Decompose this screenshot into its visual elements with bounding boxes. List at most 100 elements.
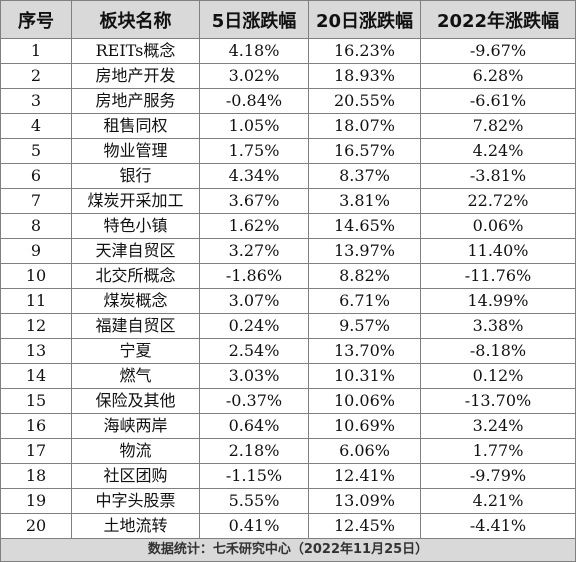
table-row: 8 特色小镇 1.62% 14.65% 0.06%: [0, 213, 576, 239]
cell-20day-change: 8.37%: [308, 163, 421, 189]
cell-5day-change: 3.27%: [199, 238, 309, 264]
table-row: 16 海峡两岸 0.64% 10.69% 3.24%: [0, 413, 576, 439]
cell-2022-change: 4.21%: [420, 488, 576, 514]
header-2022-change: 2022年涨跌幅: [420, 0, 576, 39]
cell-20day-change: 16.57%: [308, 138, 421, 164]
cell-5day-change: 5.55%: [199, 488, 309, 514]
cell-2022-change: -6.61%: [420, 88, 576, 114]
table-row: 3 房地产服务 -0.84% 20.55% -6.61%: [0, 88, 576, 114]
cell-2022-change: -9.79%: [420, 463, 576, 489]
cell-20day-change: 10.06%: [308, 388, 421, 414]
cell-20day-change: 13.70%: [308, 338, 421, 364]
cell-index: 17: [0, 438, 72, 464]
cell-5day-change: 0.41%: [199, 513, 309, 539]
cell-20day-change: 6.06%: [308, 438, 421, 464]
header-sector-name: 板块名称: [71, 0, 200, 39]
cell-20day-change: 9.57%: [308, 313, 421, 339]
cell-sector-name: 银行: [71, 163, 200, 189]
cell-5day-change: 3.02%: [199, 63, 309, 89]
cell-5day-change: 3.03%: [199, 363, 309, 389]
cell-sector-name: 煤炭概念: [71, 288, 200, 314]
header-index: 序号: [0, 0, 72, 39]
header-20day-change: 20日涨跌幅: [308, 0, 421, 39]
cell-5day-change: 0.64%: [199, 413, 309, 439]
cell-5day-change: 1.05%: [199, 113, 309, 139]
cell-2022-change: 22.72%: [420, 188, 576, 214]
cell-5day-change: -1.15%: [199, 463, 309, 489]
cell-sector-name: 房地产开发: [71, 63, 200, 89]
cell-index: 18: [0, 463, 72, 489]
header-5day-change: 5日涨跌幅: [199, 0, 309, 39]
cell-5day-change: 3.07%: [199, 288, 309, 314]
cell-5day-change: 3.67%: [199, 188, 309, 214]
cell-index: 6: [0, 163, 72, 189]
table-row: 14 燃气 3.03% 10.31% 0.12%: [0, 363, 576, 389]
cell-sector-name: 福建自贸区: [71, 313, 200, 339]
cell-20day-change: 13.09%: [308, 488, 421, 514]
table-row: 5 物业管理 1.75% 16.57% 4.24%: [0, 138, 576, 164]
cell-index: 19: [0, 488, 72, 514]
cell-index: 5: [0, 138, 72, 164]
cell-index: 3: [0, 88, 72, 114]
table-row: 10 北交所概念 -1.86% 8.82% -11.76%: [0, 263, 576, 289]
table-row: 6 银行 4.34% 8.37% -3.81%: [0, 163, 576, 189]
cell-20day-change: 12.41%: [308, 463, 421, 489]
cell-20day-change: 13.97%: [308, 238, 421, 264]
cell-20day-change: 6.71%: [308, 288, 421, 314]
cell-5day-change: 1.75%: [199, 138, 309, 164]
cell-5day-change: -0.84%: [199, 88, 309, 114]
cell-sector-name: 海峡两岸: [71, 413, 200, 439]
cell-index: 1: [0, 38, 72, 64]
cell-5day-change: 2.18%: [199, 438, 309, 464]
cell-5day-change: 4.18%: [199, 38, 309, 64]
cell-20day-change: 10.31%: [308, 363, 421, 389]
cell-sector-name: REITs概念: [71, 38, 200, 64]
cell-20day-change: 16.23%: [308, 38, 421, 64]
cell-2022-change: 4.24%: [420, 138, 576, 164]
cell-20day-change: 10.69%: [308, 413, 421, 439]
cell-2022-change: 14.99%: [420, 288, 576, 314]
cell-2022-change: 7.82%: [420, 113, 576, 139]
cell-sector-name: 土地流转: [71, 513, 200, 539]
cell-2022-change: -8.18%: [420, 338, 576, 364]
cell-5day-change: -0.37%: [199, 388, 309, 414]
cell-2022-change: 3.38%: [420, 313, 576, 339]
cell-5day-change: 2.54%: [199, 338, 309, 364]
cell-sector-name: 燃气: [71, 363, 200, 389]
cell-20day-change: 20.55%: [308, 88, 421, 114]
cell-index: 8: [0, 213, 72, 239]
table-row: 18 社区团购 -1.15% 12.41% -9.79%: [0, 463, 576, 489]
cell-sector-name: 物流: [71, 438, 200, 464]
cell-index: 7: [0, 188, 72, 214]
cell-2022-change: -3.81%: [420, 163, 576, 189]
cell-5day-change: 1.62%: [199, 213, 309, 239]
cell-2022-change: 1.77%: [420, 438, 576, 464]
cell-sector-name: 保险及其他: [71, 388, 200, 414]
cell-index: 15: [0, 388, 72, 414]
cell-20day-change: 8.82%: [308, 263, 421, 289]
cell-index: 20: [0, 513, 72, 539]
cell-20day-change: 14.65%: [308, 213, 421, 239]
table-row: 11 煤炭概念 3.07% 6.71% 14.99%: [0, 288, 576, 314]
cell-index: 10: [0, 263, 72, 289]
cell-sector-name: 中字头股票: [71, 488, 200, 514]
cell-index: 2: [0, 63, 72, 89]
footer-row: 数据统计：七禾研究中心（2022年11月25日）: [0, 538, 576, 562]
cell-sector-name: 物业管理: [71, 138, 200, 164]
table-row: 7 煤炭开采加工 3.67% 3.81% 22.72%: [0, 188, 576, 214]
table-row: 17 物流 2.18% 6.06% 1.77%: [0, 438, 576, 464]
cell-sector-name: 特色小镇: [71, 213, 200, 239]
cell-2022-change: 11.40%: [420, 238, 576, 264]
cell-2022-change: -4.41%: [420, 513, 576, 539]
cell-sector-name: 天津自贸区: [71, 238, 200, 264]
cell-index: 13: [0, 338, 72, 364]
table-row: 4 租售同权 1.05% 18.07% 7.82%: [0, 113, 576, 139]
cell-5day-change: 4.34%: [199, 163, 309, 189]
cell-sector-name: 房地产服务: [71, 88, 200, 114]
cell-index: 4: [0, 113, 72, 139]
table-row: 2 房地产开发 3.02% 18.93% 6.28%: [0, 63, 576, 89]
cell-sector-name: 宁夏: [71, 338, 200, 364]
cell-index: 12: [0, 313, 72, 339]
cell-index: 11: [0, 288, 72, 314]
